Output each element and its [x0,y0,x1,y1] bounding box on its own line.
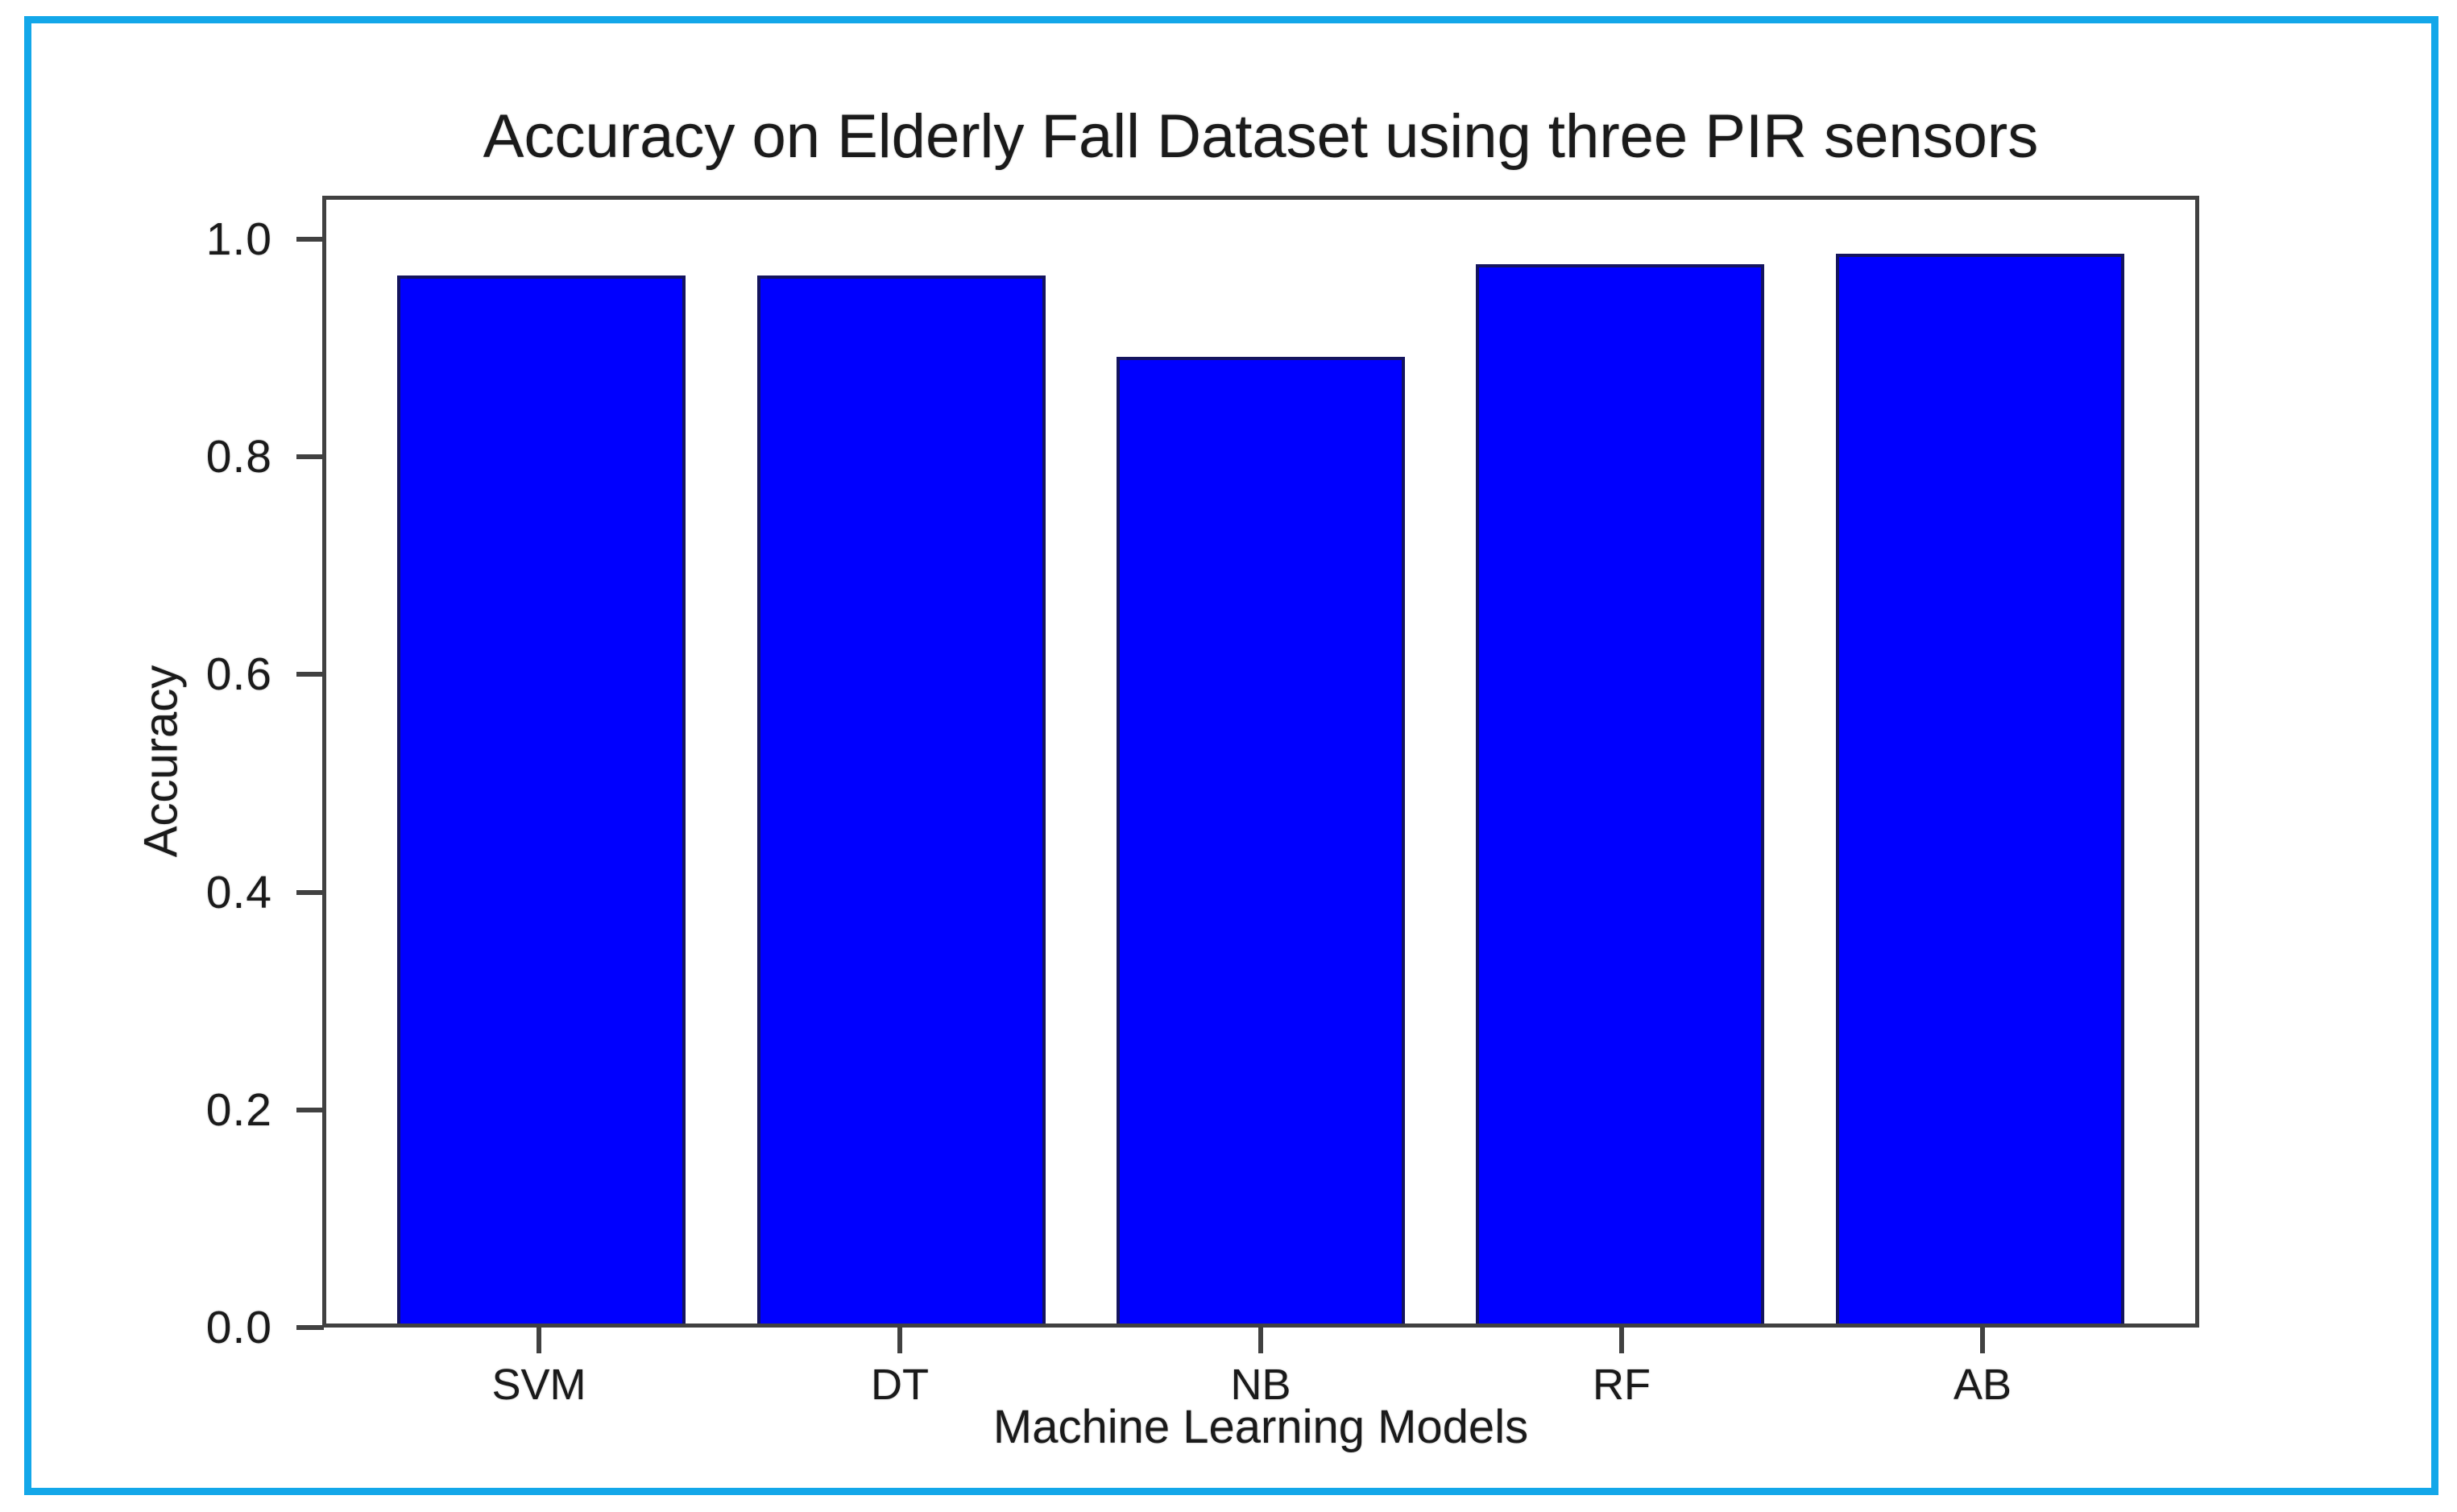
x-tick-nb: NB [1117,1328,1405,1410]
x-tick-mark-svm [537,1328,541,1353]
y-tick-label-0.8: 0.8 [205,431,272,483]
x-tick-mark-rf [1619,1328,1624,1353]
bar-ab [1835,254,2124,1324]
x-tick-mark-nb [1258,1328,1263,1353]
figure-frame [24,16,2438,1495]
x-tick-dt: DT [756,1328,1044,1410]
y-tick-label-0.0: 0.0 [205,1302,272,1353]
y-tick-mark-0.6 [296,672,324,677]
y-tick-label-0.4: 0.4 [205,866,272,918]
y-tick-mark-0.0 [296,1325,324,1330]
bar-svm [397,275,686,1324]
y-tick-mark-0.4 [296,889,324,895]
x-tick-label-nb: NB [1230,1361,1291,1409]
bar-dt [756,275,1046,1324]
x-tick-label-dt: DT [871,1361,929,1409]
y-tick-label-0.6: 0.6 [205,648,272,701]
x-tick-rf: RF [1477,1328,1766,1410]
y-tick-label-0.2: 0.2 [205,1083,272,1136]
plot-area [322,196,2199,1328]
bar-rf [1476,264,1765,1324]
x-axis: SVM DT NB RF AB [322,1328,2199,1410]
y-axis: 0.0 0.2 0.4 0.6 0.8 1.0 [0,196,324,1353]
x-tick-svm: SVM [395,1328,683,1410]
y-tick-mark-1.0 [296,237,324,242]
x-tick-label-ab: AB [1953,1361,2012,1409]
y-tick-mark-0.8 [296,454,324,460]
x-tick-label-rf: RF [1593,1361,1651,1409]
x-tick-ab: AB [1838,1328,2127,1410]
bar-nb [1116,356,1405,1324]
y-tick-mark-0.2 [296,1107,324,1112]
x-tick-label-svm: SVM [491,1361,586,1409]
y-tick-label-1.0: 1.0 [205,213,272,266]
x-axis-label: Machine Learning Models [992,1401,1529,1453]
x-tick-mark-ab [1980,1328,1985,1353]
chart-title: Accuracy on Elderly Fall Dataset using t… [483,102,2039,171]
x-tick-mark-dt [897,1328,902,1353]
